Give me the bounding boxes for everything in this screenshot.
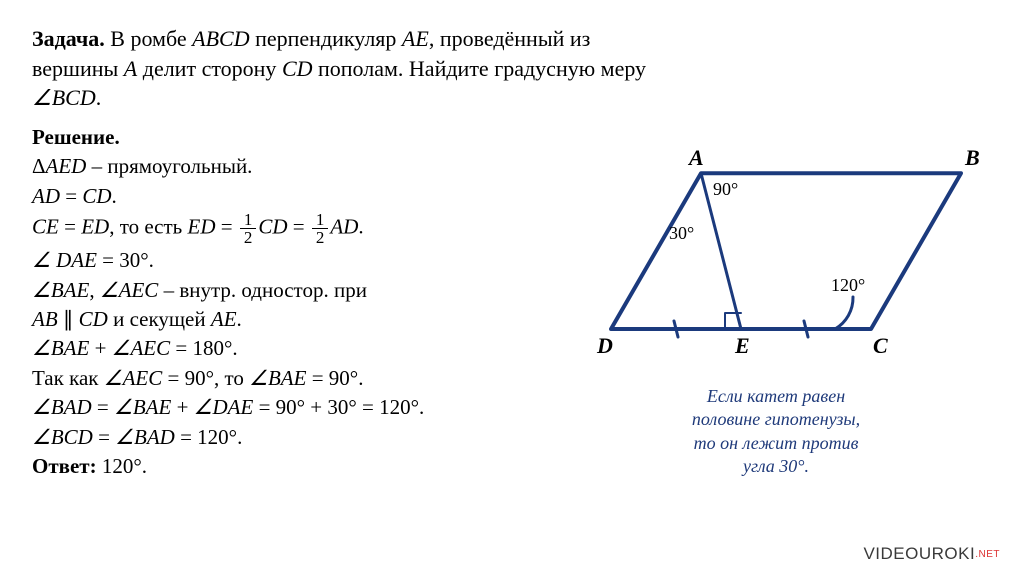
- solution-line: ΔAED – прямоугольный.: [32, 152, 560, 181]
- svg-text:C: C: [873, 333, 888, 358]
- svg-text:A: A: [687, 145, 704, 170]
- rhombus-figure: A B C D E 90° 30° 120°: [571, 129, 981, 369]
- solution-answer: Ответ: 120°.: [32, 452, 560, 481]
- problem-statement: Задача. В ромбе ABCD перпендикуляр AE, п…: [32, 24, 992, 113]
- problem-label: Задача.: [32, 26, 105, 51]
- geometry-hint: Если катет равен половине гипотенузы, то…: [692, 385, 860, 479]
- solution-header: Решение.: [32, 123, 560, 152]
- svg-text:B: B: [964, 145, 980, 170]
- solution-block: Решение. ΔAED – прямоугольный. AD = CD. …: [32, 123, 560, 481]
- svg-text:90°: 90°: [713, 179, 738, 199]
- svg-text:D: D: [596, 333, 613, 358]
- watermark: VIDEOUROKI.NET: [863, 544, 1000, 564]
- solution-line: ∠BCD = ∠BAD = 120°.: [32, 423, 560, 452]
- solution-line: AD = CD.: [32, 182, 560, 211]
- svg-text:E: E: [734, 333, 750, 358]
- svg-text:30°: 30°: [669, 223, 694, 243]
- solution-line: ∠BAD = ∠BAE + ∠DAE = 90° + 30° = 120°.: [32, 393, 560, 422]
- solution-line: ∠BAE, ∠AEC – внутр. одностор. при: [32, 276, 560, 305]
- svg-text:120°: 120°: [831, 275, 865, 295]
- solution-line: ∠ DAE = 30°.: [32, 246, 560, 275]
- solution-line: ∠BAE + ∠AEC = 180°.: [32, 334, 560, 363]
- solution-line: Так как ∠AEC = 90°, то ∠BAE = 90°.: [32, 364, 560, 393]
- solution-line: CE = ED, то есть ED = 12CD = 12AD.: [32, 211, 560, 246]
- solution-line: AB ∥ CD и секущей AE.: [32, 305, 560, 334]
